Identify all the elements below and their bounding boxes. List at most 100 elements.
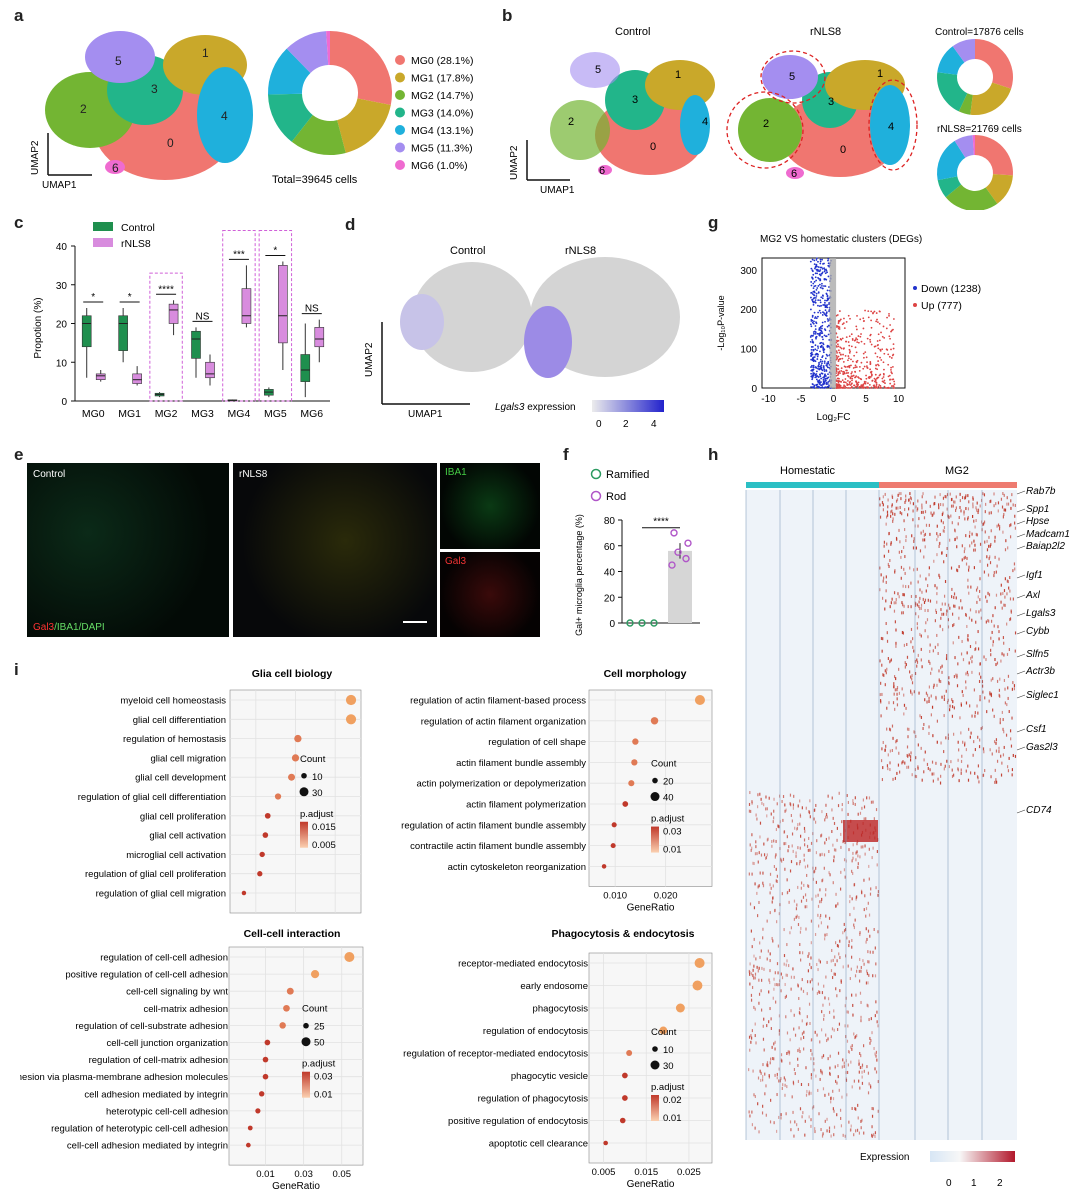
g-point-up (852, 367, 855, 369)
h-cell (871, 1107, 873, 1111)
h-cell (810, 941, 812, 945)
h-cell (753, 964, 755, 968)
h-cell (823, 984, 825, 988)
h-cell (975, 610, 977, 614)
g-point-up (890, 371, 893, 373)
g-point-up (846, 365, 849, 368)
i-term-label: cell-cell adhesion via plasma-membrane a… (20, 1072, 228, 1083)
c-ylabel: Propotion (%) (33, 297, 44, 358)
i-color-legend-label: 0.02 (663, 1095, 682, 1106)
h-cell (910, 497, 912, 501)
h-cell (974, 748, 976, 752)
h-cell (830, 969, 833, 973)
pie-a-legend-swatch (395, 107, 405, 118)
h-cell (910, 605, 912, 609)
g-point-up (851, 379, 853, 382)
h-cell (811, 1052, 813, 1056)
g-point-up (850, 345, 853, 348)
i-term-label: early endosome (520, 981, 588, 992)
g-point-up (849, 387, 852, 389)
h-cell (792, 1110, 794, 1114)
h-cell (786, 959, 788, 963)
h-cell (850, 1128, 852, 1132)
h-cell (927, 635, 929, 639)
g-point-down (822, 295, 824, 297)
h-cell (898, 528, 900, 532)
g-point-down (826, 325, 829, 328)
h-cell (857, 812, 859, 816)
h-cell (912, 637, 914, 641)
g-point-up (862, 317, 865, 320)
g-point-up (857, 381, 860, 384)
h-cell (849, 977, 851, 981)
g-point-down (815, 336, 817, 339)
h-cell (853, 923, 855, 927)
g-point-up (875, 385, 877, 388)
f-bar-rod (668, 550, 692, 623)
h-cell (985, 595, 987, 599)
g-point-down (820, 372, 823, 375)
h-cell (843, 929, 846, 933)
h-cell (891, 748, 893, 752)
g-point-down (823, 334, 826, 337)
h-cell (933, 511, 935, 515)
h-cell (753, 1093, 755, 1097)
g-point-up (883, 336, 886, 339)
h-cell (819, 960, 821, 964)
h-cell (953, 732, 955, 736)
h-cell (880, 759, 883, 763)
h-cell (960, 509, 962, 513)
i-size-legend-label: 20 (663, 777, 674, 788)
h-cell (793, 899, 796, 903)
h-cell (819, 1040, 821, 1044)
h-cell (976, 586, 979, 590)
h-cell (853, 1079, 855, 1083)
h-cell (791, 1095, 793, 1099)
g-point-down (811, 258, 814, 261)
h-cell (814, 869, 816, 873)
h-cell (947, 618, 949, 622)
h-cell (951, 714, 954, 718)
h-cell (914, 671, 917, 675)
g-point-up (850, 333, 853, 336)
h-cell (958, 616, 960, 620)
pie-a-legend-label: MG3 (14.0%) (411, 108, 473, 120)
h-cell (886, 639, 889, 643)
h-cell (939, 781, 942, 785)
h-cell (804, 865, 806, 869)
pie-a-legend-label: MG1 (17.8%) (411, 73, 473, 85)
h-cell (790, 975, 793, 979)
h-cell (892, 736, 894, 740)
h-cell (979, 577, 981, 581)
h-cell (952, 641, 954, 645)
f-legend-rod-marker (590, 490, 602, 502)
h-cell (752, 968, 754, 972)
h-cell (887, 498, 889, 502)
c-xtick-label: MG6 (300, 408, 323, 420)
h-cell (751, 833, 753, 837)
g-point-down (821, 321, 824, 324)
h-cell (787, 890, 789, 894)
c-box (81, 315, 92, 348)
h-cell (945, 736, 947, 740)
h-cell (1014, 503, 1016, 507)
h-cell (781, 1086, 783, 1090)
h-cell (906, 727, 909, 731)
h-cell (833, 1009, 835, 1013)
h-cell (887, 505, 889, 509)
h-cell (979, 662, 981, 666)
h-cell (871, 1133, 873, 1137)
h-cell (886, 727, 888, 731)
h-cell (788, 1052, 790, 1056)
g-point-down (817, 260, 819, 263)
h-cell (807, 848, 809, 852)
b-control-label-4: 4 (702, 116, 708, 128)
h-cell (942, 612, 945, 616)
h-cell (886, 667, 888, 671)
h-cell (999, 721, 1001, 725)
g-point-down (811, 270, 814, 273)
h-cell (992, 677, 994, 681)
h-cell (815, 866, 817, 870)
h-cell (956, 568, 958, 572)
h-gene-tick (1016, 670, 1026, 675)
